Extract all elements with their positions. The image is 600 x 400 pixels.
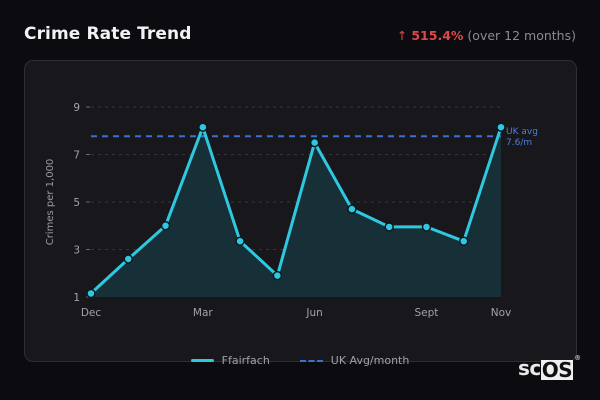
change-percentage: 515.4%: [411, 28, 464, 43]
change-summary: ↑ 515.4% (over 12 months): [397, 28, 576, 43]
logo-os: OS: [540, 358, 574, 382]
y-tick-label: 5: [73, 197, 80, 209]
series-line: [89, 125, 503, 295]
data-point[interactable]: [458, 236, 469, 246]
scos-logo: sc OS ®: [518, 354, 581, 382]
chart-title: Crime Rate Trend: [24, 24, 192, 44]
data-point[interactable]: [384, 222, 394, 232]
data-point[interactable]: [309, 137, 320, 148]
data-point[interactable]: [421, 222, 432, 232]
y-tick-label: 1: [73, 292, 80, 304]
x-tick-label: Mar: [193, 307, 213, 319]
y-tick-label: 7: [73, 150, 80, 162]
data-point[interactable]: [272, 270, 283, 281]
registered-icon: ®: [574, 354, 581, 362]
y-tick-label: 3: [73, 245, 80, 257]
x-tick-label: Sept: [414, 307, 438, 319]
data-point[interactable]: [160, 221, 171, 231]
solid-line-swatch-icon: [190, 359, 214, 362]
x-tick-label: Nov: [491, 307, 512, 319]
arrow-up-icon: ↑: [396, 28, 408, 43]
legend-label: UK Avg/month: [330, 354, 410, 367]
data-point[interactable]: [235, 236, 245, 246]
change-period: (over 12 months): [467, 28, 576, 43]
data-point[interactable]: [198, 122, 208, 132]
legend-label: Ffairfach: [221, 354, 270, 367]
data-point[interactable]: [496, 122, 506, 132]
x-axis: Dec Mar Jun Sept Nov: [81, 307, 511, 319]
data-point[interactable]: [347, 204, 357, 214]
logo-sc: sc: [518, 356, 541, 380]
uk-avg-label-line1: UK avg: [506, 127, 538, 137]
y-axis: 1 3 5 7 9: [73, 102, 90, 304]
data-point-markers: [86, 122, 506, 299]
legend-item-ffairfach[interactable]: Ffairfach: [189, 354, 272, 367]
dashed-line-swatch-icon: [299, 359, 323, 362]
x-tick-label: Dec: [81, 307, 102, 319]
x-tick-label: Jun: [305, 307, 322, 319]
data-point[interactable]: [86, 288, 96, 299]
y-tick-label: 9: [73, 102, 80, 114]
chart-legend: Ffairfach UK Avg/month: [0, 354, 600, 367]
data-point[interactable]: [123, 254, 134, 264]
uk-avg-label-line2: 7.6/m: [506, 138, 532, 148]
y-axis-title: Crimes per 1,000: [45, 159, 56, 246]
legend-item-uk-avg[interactable]: UK Avg/month: [298, 354, 412, 367]
